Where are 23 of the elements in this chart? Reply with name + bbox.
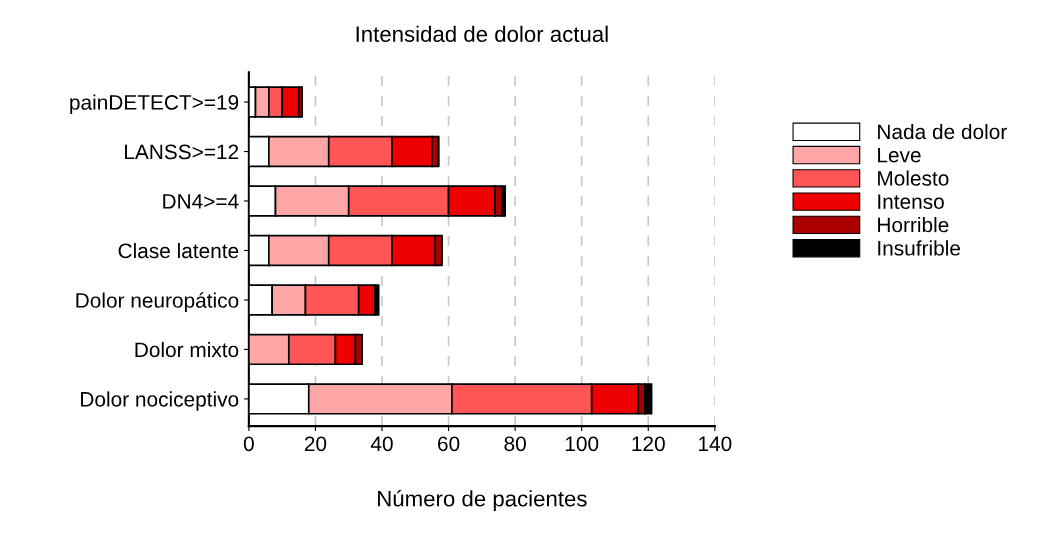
x-tick-label: 20 <box>304 436 327 452</box>
legend-label: Molesto <box>878 170 949 186</box>
legend-label: Intenso <box>878 194 944 210</box>
x-tick-label: 100 <box>565 436 599 452</box>
x-tick-label: 40 <box>370 436 393 452</box>
y-tick-label: Dolor mixto <box>135 341 239 358</box>
y-tick-label: LANSS>=12 <box>125 144 239 160</box>
x-tick-label: 120 <box>632 436 665 452</box>
x-tick-label: 140 <box>699 436 732 452</box>
y-tick-label: Dolor nociceptivo <box>81 391 239 411</box>
x-tick-label: 60 <box>438 436 460 452</box>
legend-label: Nada de dolor <box>878 123 1007 140</box>
x-tick-label: 0 <box>243 436 254 452</box>
y-tick-label: painDETECT>=19 <box>70 94 239 114</box>
x-axis-title: Número de pacientes <box>378 489 587 511</box>
y-tick-label: Clase latente <box>118 242 239 259</box>
legend-label: Horrible <box>878 217 949 233</box>
chart-title: Intensidad de dolor actual <box>356 25 608 43</box>
y-tick-label: DN4>=4 <box>163 194 239 209</box>
legend-label: Leve <box>878 147 921 163</box>
y-tick-label: Dolor neuropático <box>76 292 239 312</box>
x-tick-label: 80 <box>504 436 526 452</box>
legend-label: Insufrible <box>878 240 960 256</box>
